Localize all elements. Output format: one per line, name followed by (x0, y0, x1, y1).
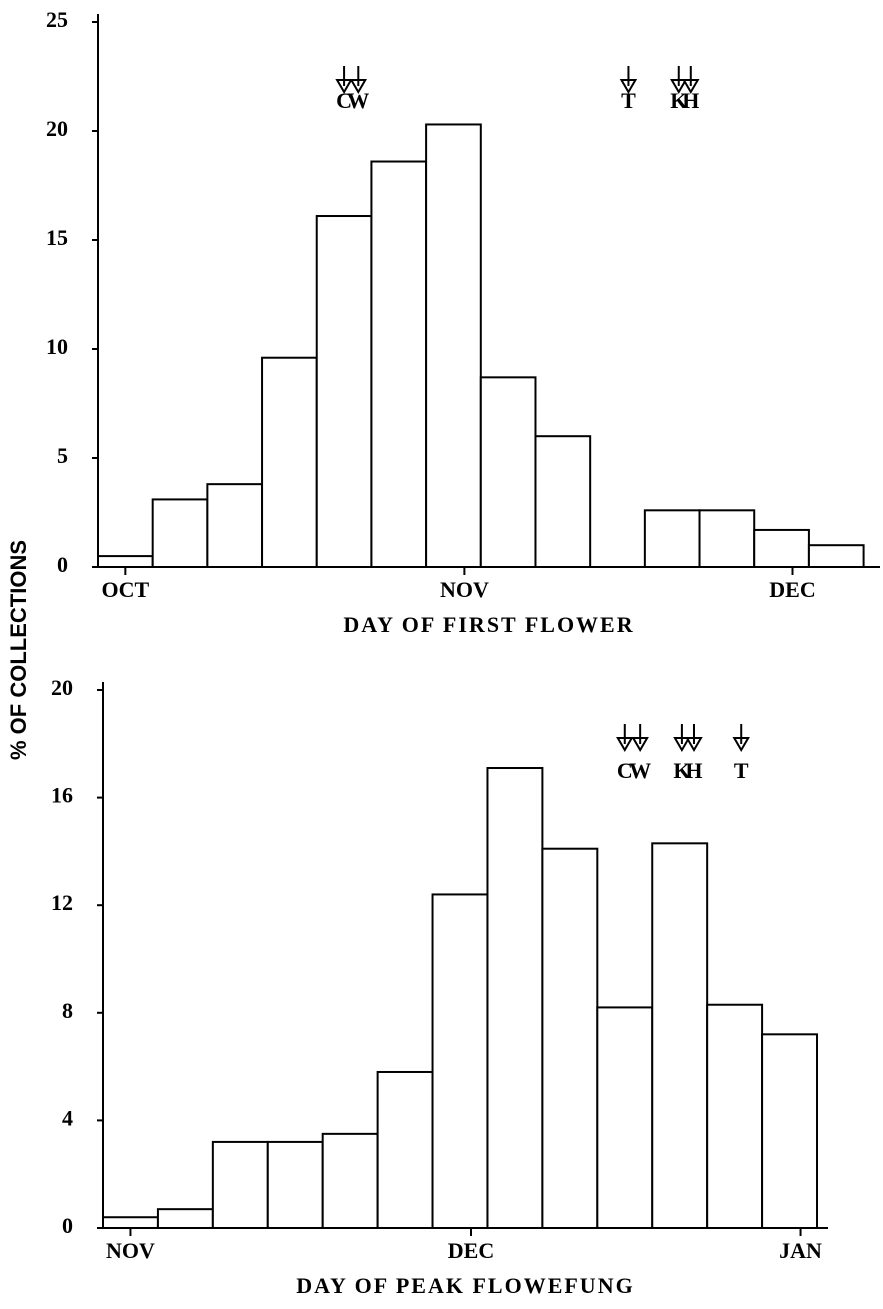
bar (266, 1140, 324, 1230)
marker-label: T (621, 88, 636, 113)
y-tick-label: 20 (51, 675, 73, 700)
marker-arrow (335, 66, 353, 94)
marker-label: C (617, 758, 633, 783)
bar (206, 483, 264, 568)
marker-arrow (732, 724, 750, 752)
marker-label: C (336, 88, 352, 113)
y-tick-label: 5 (57, 443, 68, 468)
marker-arrow (685, 724, 703, 752)
bar (807, 544, 865, 569)
bar (486, 767, 544, 1229)
x-tick-label: DEC (448, 1238, 494, 1263)
bar (156, 1208, 214, 1230)
y-axis-label: % OF COLLECTIONS (6, 540, 31, 760)
x-axis-label: DAY OF PEAK FLOWEFUNG (296, 1273, 634, 1298)
y-tick-label: 12 (51, 890, 73, 915)
y-tick-label: 15 (46, 225, 68, 250)
y-tick-label: 0 (57, 552, 68, 577)
marker-arrow (673, 724, 691, 752)
bar (651, 842, 709, 1230)
x-tick-label: DEC (769, 577, 815, 602)
x-tick-label: NOV (440, 577, 489, 602)
bar (102, 1216, 159, 1229)
marker-label: H (685, 758, 702, 783)
y-tick-label: 0 (62, 1213, 73, 1238)
y-tick-label: 4 (62, 1105, 73, 1130)
marker-label: H (682, 88, 699, 113)
x-tick-label: JAN (779, 1238, 822, 1263)
marker-arrow (631, 724, 649, 752)
marker-arrow (349, 66, 368, 94)
x-tick-label: OCT (101, 577, 149, 602)
marker-arrow (616, 724, 634, 752)
bar (541, 847, 599, 1230)
bar (479, 376, 537, 568)
bar (706, 1003, 764, 1229)
bar (97, 555, 154, 568)
bar (643, 509, 701, 569)
marker-label: K (670, 88, 687, 113)
y-tick-label: 16 (51, 783, 73, 808)
marker-arrow (670, 66, 688, 94)
marker-label: W (629, 758, 651, 783)
bar (370, 160, 428, 569)
bar (321, 1132, 379, 1229)
bar (376, 1070, 434, 1229)
bar (596, 1006, 654, 1229)
marker-label: K (673, 758, 690, 783)
x-tick-label: NOV (106, 1238, 155, 1263)
y-tick-label: 25 (46, 7, 68, 32)
bar (698, 509, 756, 569)
bar (431, 893, 489, 1229)
marker-label: T (734, 758, 749, 783)
bar (534, 435, 592, 569)
bar (315, 215, 373, 569)
marker-arrow (682, 66, 700, 94)
bar (753, 528, 810, 569)
bar (425, 123, 482, 569)
marker-label: W (347, 88, 369, 113)
y-tick-label: 20 (46, 116, 68, 141)
bar (151, 498, 209, 569)
y-tick-label: 10 (46, 334, 68, 359)
x-axis-label: DAY OF FIRST FLOWER (343, 612, 634, 637)
y-tick-label: 8 (62, 998, 73, 1023)
bar (211, 1140, 269, 1230)
bar (261, 356, 318, 568)
marker-arrow (619, 66, 638, 94)
bar (761, 1033, 819, 1229)
